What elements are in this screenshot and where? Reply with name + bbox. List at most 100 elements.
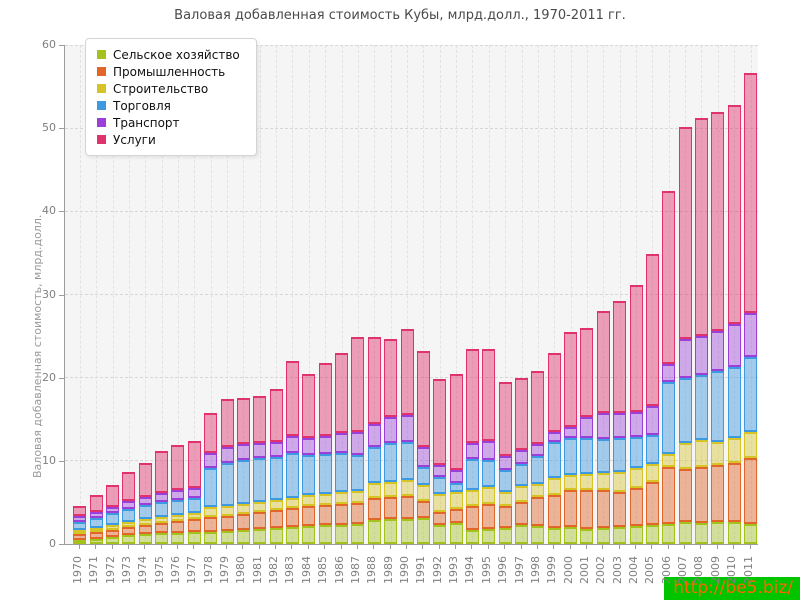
segment-1998 (531, 497, 545, 527)
segment-1980 (236, 504, 250, 515)
segment-1976 (171, 500, 185, 515)
segment-1997 (515, 377, 529, 451)
segment-1986 (335, 433, 349, 454)
segment-1989 (384, 481, 398, 498)
segment-2010 (727, 437, 741, 463)
segment-2005 (645, 253, 659, 406)
x-tick-mark (111, 545, 113, 549)
bar-1980 (236, 398, 250, 544)
x-label-1982: 1982 (267, 556, 281, 584)
y-tick-label: 0 (49, 537, 56, 550)
segment-2007 (678, 127, 692, 340)
y-tick-label: 30 (42, 287, 56, 301)
bar-1989 (384, 338, 398, 544)
x-tick-mark (144, 545, 146, 549)
v-gridline (717, 45, 719, 544)
x-label-1980: 1980 (234, 556, 248, 584)
watermark-link[interactable]: http://be5.biz/ (664, 577, 800, 600)
segment-1986 (335, 492, 349, 504)
segment-2010 (727, 462, 741, 522)
segment-1990 (400, 480, 414, 497)
segment-1981 (253, 501, 267, 512)
segment-1996 (498, 528, 512, 544)
x-label-1983: 1983 (283, 556, 297, 584)
segment-1984 (302, 495, 316, 506)
x-tick-mark (602, 545, 604, 549)
segment-1977 (187, 440, 201, 488)
x-tick-mark (733, 545, 735, 549)
segment-2003 (613, 491, 627, 527)
x-tick-mark (504, 545, 506, 549)
segment-1999 (547, 431, 561, 442)
segment-1995 (482, 441, 496, 461)
v-gridline (210, 45, 212, 544)
x-label-1986: 1986 (332, 556, 346, 584)
x-tick-mark (553, 545, 555, 549)
segment-1987 (351, 502, 365, 525)
x-tick-mark (176, 545, 178, 549)
x-tick-mark (618, 545, 620, 549)
legend-swatch (97, 50, 106, 59)
legend-item-4: Транспорт (97, 114, 240, 131)
segment-2002 (596, 438, 610, 473)
x-label-2005: 2005 (643, 556, 657, 584)
segment-1984 (302, 455, 316, 496)
segment-2004 (629, 411, 643, 438)
v-gridline (390, 45, 392, 544)
bar-2000 (564, 331, 578, 544)
segment-1970 (73, 505, 87, 517)
segment-1999 (547, 478, 561, 495)
segment-1994 (465, 349, 479, 444)
segment-1971 (89, 517, 103, 528)
y-tick-label: 60 (42, 38, 56, 51)
segment-1990 (400, 496, 414, 519)
segment-2009 (711, 111, 725, 332)
legend-label: Промышленность (113, 64, 226, 79)
segment-2002 (596, 528, 610, 544)
segment-2007 (678, 378, 692, 443)
segment-1974 (138, 462, 152, 498)
bar-2005 (645, 253, 659, 544)
segment-1983 (285, 361, 299, 436)
segment-1995 (482, 528, 496, 544)
x-label-2007: 2007 (676, 556, 690, 584)
segment-1977 (187, 498, 201, 513)
x-tick-mark (356, 545, 358, 549)
segment-1970 (73, 534, 87, 540)
x-label-1994: 1994 (463, 556, 477, 584)
x-tick-mark (389, 545, 391, 549)
bar-2011 (744, 73, 758, 544)
segment-1973 (122, 521, 136, 527)
x-label-1985: 1985 (316, 556, 330, 584)
segment-1985 (318, 504, 332, 526)
segment-1991 (416, 484, 430, 501)
segment-1978 (204, 506, 218, 518)
v-gridline (586, 45, 588, 544)
segment-2006 (662, 523, 676, 544)
y-tick-mark (59, 460, 64, 462)
segment-1982 (269, 441, 283, 457)
segment-1986 (335, 453, 349, 493)
segment-1981 (253, 395, 267, 443)
legend-swatch (97, 84, 106, 93)
v-gridline (79, 45, 81, 544)
x-tick-mark (324, 545, 326, 549)
legend-label: Услуги (113, 132, 156, 147)
segment-1992 (433, 525, 447, 544)
x-tick-mark (684, 545, 686, 549)
legend-item-2: Строительство (97, 80, 240, 97)
segment-2003 (613, 301, 627, 413)
x-tick-mark (307, 545, 309, 549)
bar-2006 (662, 191, 676, 544)
bar-1991 (416, 351, 430, 544)
x-label-1998: 1998 (528, 556, 542, 584)
segment-1970 (73, 521, 87, 530)
segment-2001 (580, 416, 594, 439)
segment-1991 (416, 351, 430, 447)
x-label-1978: 1978 (201, 556, 215, 584)
bar-1996 (498, 381, 512, 544)
segment-2007 (678, 521, 692, 544)
segment-1974 (138, 534, 152, 544)
segment-2001 (580, 528, 594, 544)
v-gridline (701, 45, 703, 544)
